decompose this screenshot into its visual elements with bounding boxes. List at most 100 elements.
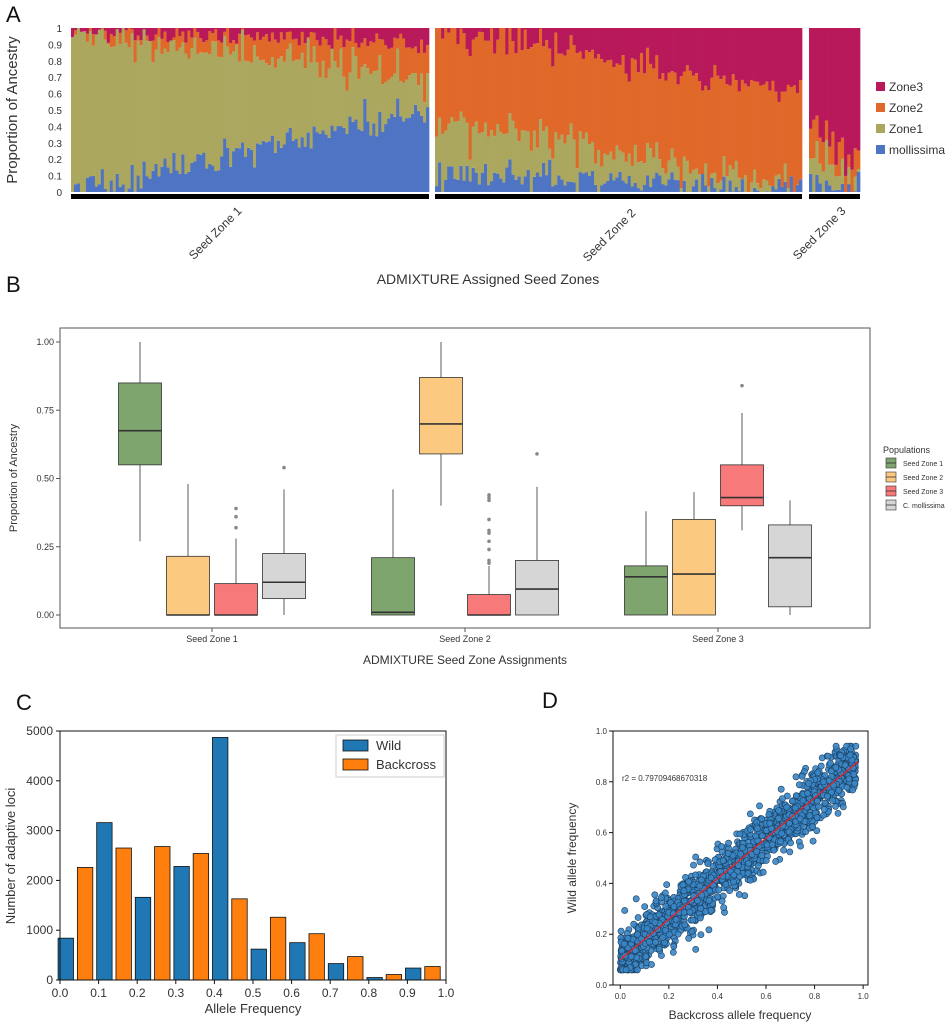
admixture-bar-segment <box>765 191 769 192</box>
scatter-r2-annotation: r2 = 0.79709468670318 <box>622 774 708 783</box>
histogram-bar <box>154 846 171 981</box>
admixture-bar-segment <box>393 116 397 192</box>
admixture-bar-segment <box>609 173 613 192</box>
admixture-bar-segment <box>783 28 788 92</box>
admixture-bar-segment <box>223 31 227 36</box>
admixture-bar-segment <box>768 28 772 91</box>
admixture-bar-segment <box>291 140 296 192</box>
box-outlier <box>487 528 491 533</box>
admixture-bar-segment <box>399 28 403 34</box>
admixture-bar-segment <box>713 172 717 189</box>
admixture-bar-segment <box>578 131 583 173</box>
admixture-bar-segment <box>267 41 272 66</box>
scatter-point <box>737 850 744 858</box>
admixture-bar-segment <box>282 28 287 40</box>
admixture-bar-segment <box>303 68 308 147</box>
admixture-bar-segment <box>462 180 466 192</box>
admixture-y-tick-label: 0.5 <box>48 106 62 117</box>
admixture-bar-segment <box>554 32 558 133</box>
scatter-y-label: Wild allele frequency <box>565 803 579 914</box>
admixture-bar-segment <box>402 28 406 39</box>
histogram-legend-label: Wild <box>376 738 401 753</box>
admixture-bar-segment <box>490 130 494 182</box>
admixture-bar-segment <box>722 28 726 76</box>
admixture-bar-segment <box>815 174 819 192</box>
admixture-bar-segment <box>676 28 681 85</box>
admixture-bar-segment <box>734 160 739 187</box>
admixture-y-tick-label: 0.1 <box>48 172 62 183</box>
admixture-bar-segment <box>615 145 619 178</box>
scatter-x-tick-label: 0.8 <box>809 992 821 1001</box>
admixture-bar-segment <box>514 179 518 192</box>
admixture-bar-segment <box>603 62 607 154</box>
admixture-bar-segment <box>837 176 842 190</box>
scatter-y-tick-label: 0.4 <box>596 879 608 888</box>
admixture-bar-segment <box>584 132 589 173</box>
admixture-bar-segment <box>465 49 469 123</box>
admixture-bar-segment <box>163 158 167 192</box>
admixture-legend-swatch <box>876 82 885 91</box>
admixture-bar-segment <box>399 81 403 117</box>
admixture-bar-segment <box>465 165 469 192</box>
admixture-bar-segment <box>229 54 233 167</box>
admixture-bar-segment <box>771 80 775 187</box>
scatter-fit-line <box>619 760 859 961</box>
admixture-bar-segment <box>315 40 319 63</box>
admixture-bar-segment <box>444 28 448 131</box>
admixture-bar-segment <box>821 28 826 143</box>
admixture-bar-segment <box>309 148 313 192</box>
admixture-bar-segment <box>621 28 625 56</box>
admixture-bar-segment <box>707 186 711 192</box>
admixture-bar-segment <box>691 169 696 187</box>
admixture-bar-segment <box>753 81 757 170</box>
boxplot-x-tick-label: Seed Zone 1 <box>186 634 238 644</box>
admixture-bar-segment <box>594 184 598 192</box>
admixture-bar-segment <box>339 126 343 192</box>
scatter-point <box>696 858 704 866</box>
admixture-bar-segment <box>276 28 281 43</box>
admixture-bar-segment <box>226 147 230 192</box>
histogram-bar <box>424 966 441 981</box>
admixture-bar-segment <box>673 72 677 158</box>
admixture-bar-segment <box>450 166 454 192</box>
admixture-bar-segment <box>235 43 239 45</box>
admixture-bar-segment <box>267 65 272 142</box>
admixture-bar-segment <box>676 180 681 192</box>
admixture-bar-segment <box>184 53 188 175</box>
scatter-point <box>758 815 766 823</box>
admixture-bar-segment <box>148 178 152 192</box>
admixture-bar-segment <box>82 28 87 32</box>
admixture-y-tick-label: 0.6 <box>48 90 62 101</box>
admixture-bar-segment <box>759 28 763 86</box>
admixture-bar-segment <box>423 102 427 123</box>
scatter-y-tick-label: 0.0 <box>596 981 608 990</box>
box-outlier <box>282 465 286 470</box>
admixture-bar-segment <box>76 183 81 192</box>
boxplot-y-tick-label: 1.00 <box>36 337 54 347</box>
admixture-bar-segment <box>211 28 215 34</box>
scatter-point <box>680 908 688 916</box>
scatter-point <box>630 920 638 928</box>
admixture-bar-segment <box>91 45 96 176</box>
admixture-bar-segment <box>336 67 340 127</box>
admixture-bar-segment <box>366 121 370 192</box>
admixture-bar-segment <box>496 28 500 40</box>
admixture-bar-segment <box>557 175 561 192</box>
admixture-bar-segment <box>73 34 78 185</box>
admixture-bar-segment <box>630 58 635 166</box>
admixture-bar-segment <box>396 38 400 49</box>
scatter-point <box>744 869 752 877</box>
admixture-bar-segment <box>499 131 503 179</box>
admixture-bar-segment <box>532 28 537 44</box>
admixture-bar-segment <box>652 157 656 179</box>
admixture-bar-segment <box>130 164 134 192</box>
scatter-point <box>681 921 689 929</box>
admixture-bar-segment <box>627 153 632 176</box>
admixture-bar-segment <box>345 90 349 135</box>
admixture-bar-segment <box>535 28 540 44</box>
admixture-bar-segment <box>100 169 105 192</box>
admixture-bar-segment <box>187 28 191 31</box>
admixture-bar-segment <box>157 37 161 177</box>
histogram-bar <box>405 967 422 981</box>
admixture-bar-segment <box>393 73 397 117</box>
